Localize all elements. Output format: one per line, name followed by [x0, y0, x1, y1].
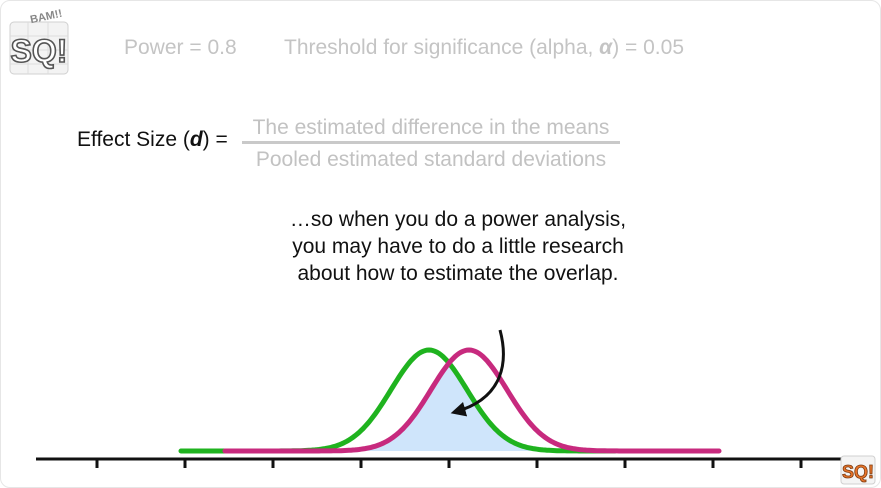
effect-size-variable: d [189, 128, 203, 151]
x-axis-ticks [95, 459, 803, 468]
fraction-bar [242, 141, 620, 144]
effect-size-label: Effect Size (d) = [77, 128, 228, 152]
alpha-symbol: α [599, 36, 613, 59]
small-logo-text: SQ! [842, 462, 874, 482]
statquest-small-logo: SQ! [840, 455, 876, 485]
power-text: Power = 0.8 [124, 36, 237, 59]
overlap-area [300, 364, 600, 451]
effect-size-prefix: Effect Size ( [77, 128, 190, 151]
callout-arrow [450, 329, 505, 417]
threshold-suffix: ) = 0.05 [612, 36, 685, 59]
logo-text: SQ! [11, 33, 68, 69]
callout-text: …so when you do a power analysis, you ma… [289, 208, 627, 285]
magenta-distribution-curve [222, 347, 722, 454]
threshold-text: Threshold for significance (alpha, α) = … [284, 36, 684, 60]
formula-denominator: Pooled estimated standard deviations [255, 148, 607, 171]
formula-numerator: The estimated difference in the means [252, 116, 610, 139]
statquest-logo: BAM!! SQ! [9, 8, 69, 75]
threshold-prefix: Threshold for significance (alpha, [284, 36, 600, 59]
effect-size-suffix: ) = [202, 128, 228, 151]
